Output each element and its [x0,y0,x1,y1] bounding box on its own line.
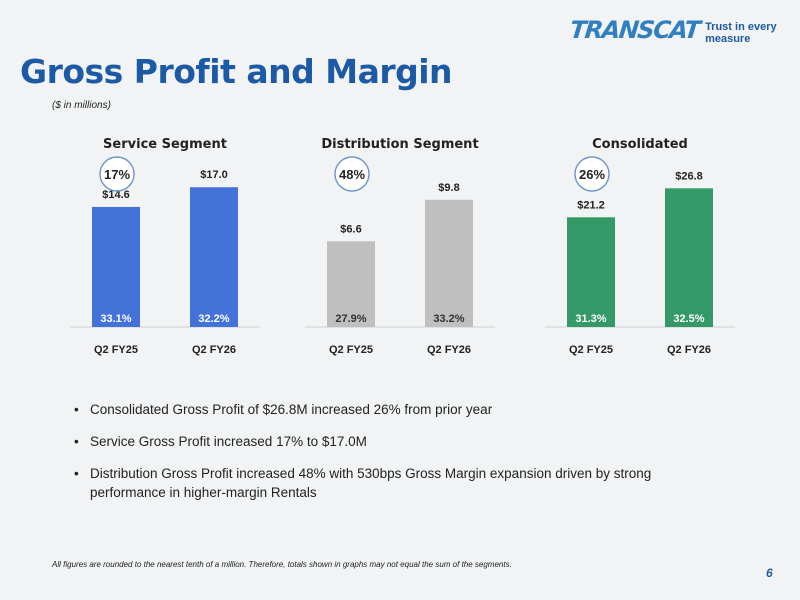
footnote: All figures are rounded to the nearest t… [52,560,512,569]
chart-title: Service Segment [103,137,227,152]
units-subtitle: ($ in millions) [52,100,111,111]
bar-value-label: $14.6 [102,189,130,201]
bar [190,187,238,327]
growth-badge [99,156,135,192]
x-tick-label: Q2 FY26 [427,344,471,356]
bar [665,188,713,327]
x-tick-label: Q2 FY25 [329,344,373,356]
bar [92,206,140,327]
bullet-item: Service Gross Profit increased 17% to $1… [74,432,714,451]
growth-badge [334,156,370,192]
x-tick-label: Q2 FY25 [94,344,138,356]
page-number: 6 [766,566,773,580]
transcat-logo: TRANSCAT Trust in every measure [569,16,800,45]
logo-tagline: Trust in every measure [705,21,777,45]
bar [567,217,615,327]
bar-margin-label: 32.2% [198,313,229,325]
bar-value-label: $21.2 [577,199,605,211]
bar-margin-label: 27.9% [335,313,366,325]
x-tick-label: Q2 FY26 [192,344,236,356]
bar [425,199,473,327]
bar-value-label: $9.8 [438,182,459,194]
summary-bullets: Consolidated Gross Profit of $26.8M incr… [74,400,714,515]
growth-badge-label: 17% [104,167,130,182]
bar-margin-label: 33.2% [433,313,464,325]
bullet-item: Distribution Gross Profit increased 48% … [74,464,714,502]
bar [327,241,375,327]
bar-margin-label: 32.5% [673,313,704,325]
bar-value-label: $6.6 [340,223,361,235]
bar-value-label: $17.0 [200,169,228,181]
bar-value-label: $26.8 [675,170,703,182]
page-title: Gross Profit and Margin [20,52,453,91]
growth-badge [574,156,610,192]
x-tick-label: Q2 FY26 [667,344,711,356]
chart-title: Consolidated [592,137,688,152]
growth-badge-label: 26% [579,167,605,182]
bullet-item: Consolidated Gross Profit of $26.8M incr… [74,400,714,419]
growth-badge-label: 48% [339,167,365,182]
bar-margin-label: 31.3% [575,313,606,325]
x-tick-label: Q2 FY25 [569,344,613,356]
chart-title: Distribution Segment [321,137,478,152]
bar-margin-label: 33.1% [100,313,131,325]
